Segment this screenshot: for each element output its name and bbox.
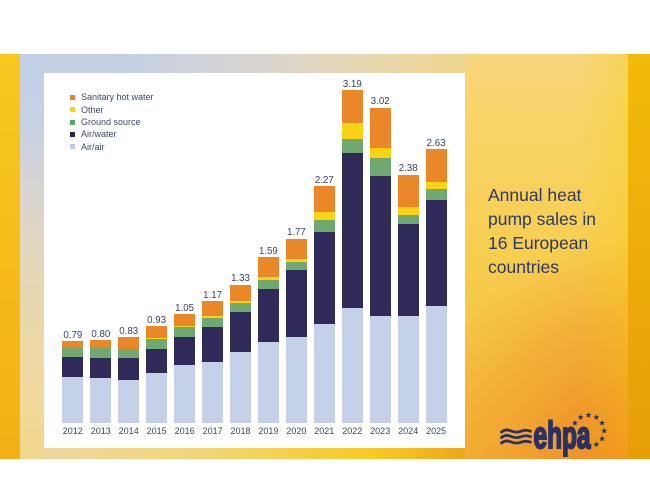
- svg-text:ehpa: ehpa: [534, 415, 592, 457]
